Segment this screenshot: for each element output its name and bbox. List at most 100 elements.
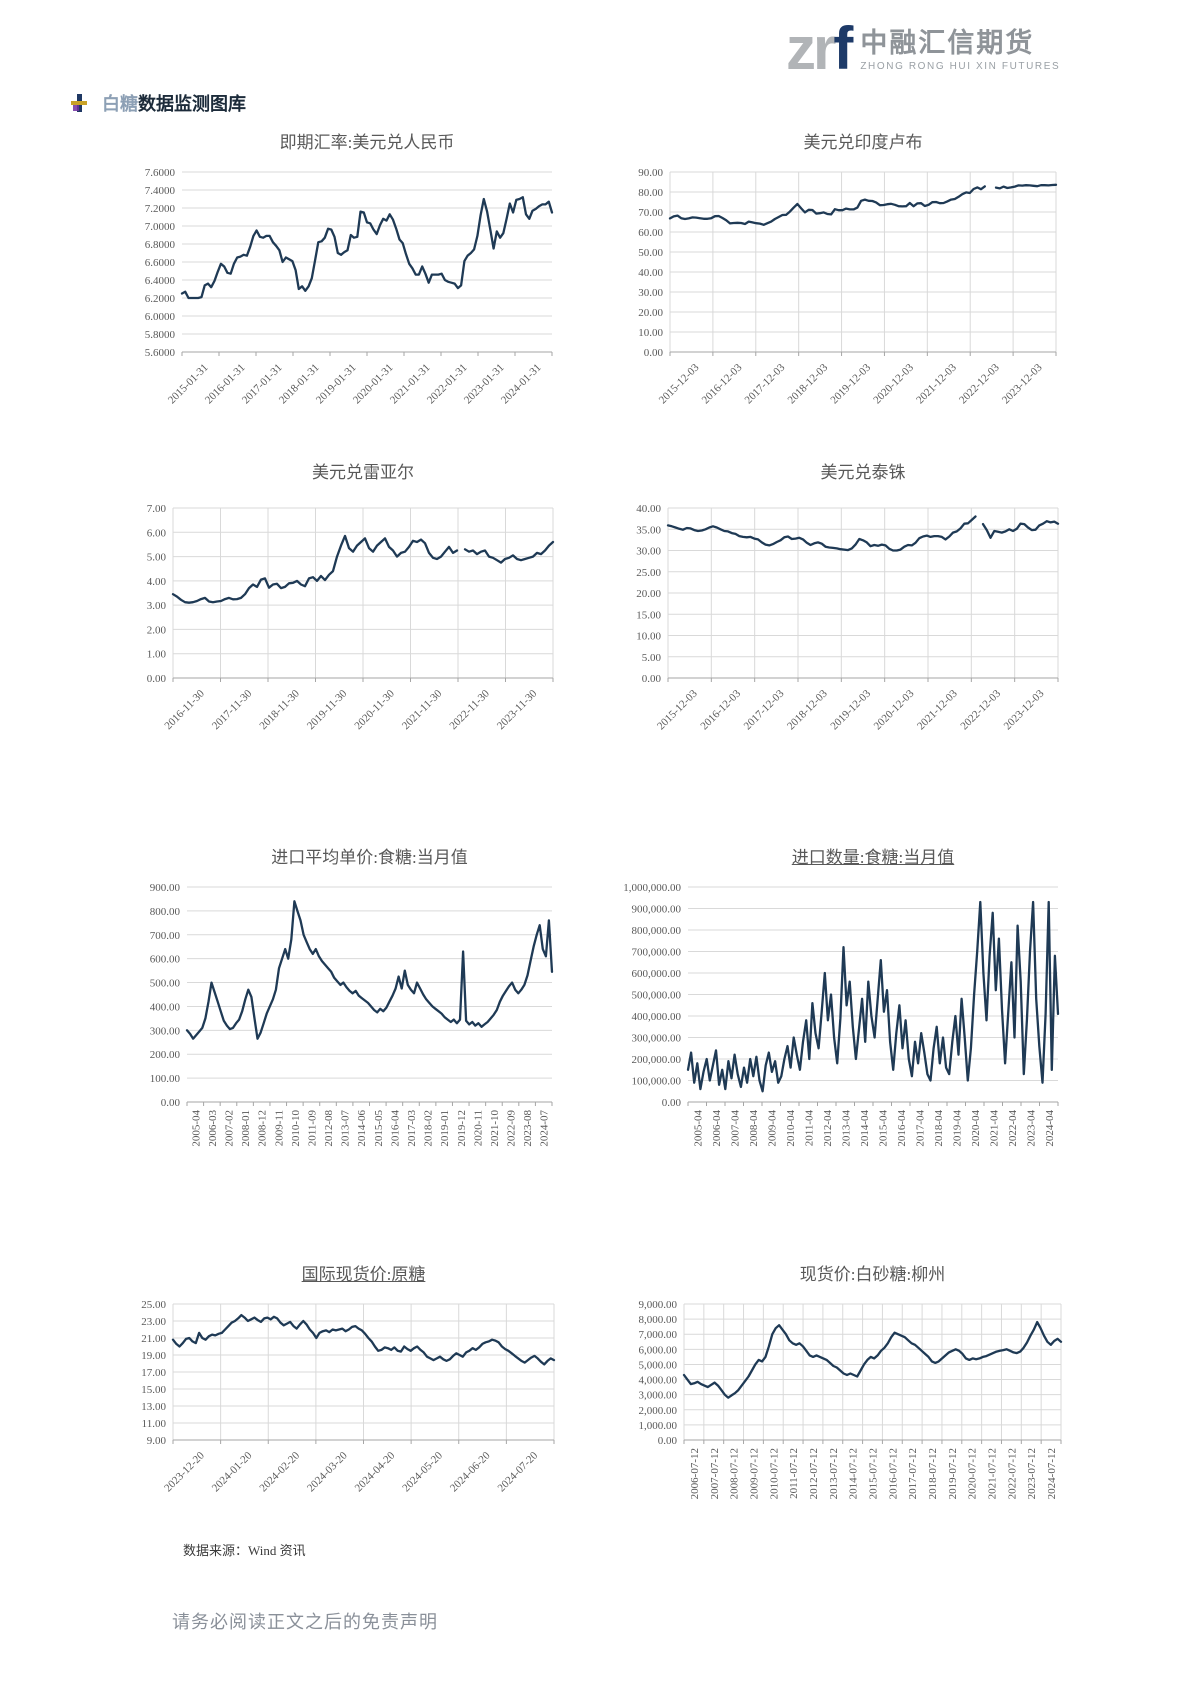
- svg-text:2020-12-03: 2020-12-03: [872, 687, 917, 732]
- svg-text:2024-04-20: 2024-04-20: [353, 1449, 398, 1494]
- chart-canvas: 9.00 11.00 13.00 15.00 17.00 19.00 21.00 23.00 2…: [141, 1299, 556, 1494]
- svg-text:2017-07-12: 2017-07-12: [907, 1448, 919, 1499]
- logo-f-text: f: [833, 15, 853, 82]
- svg-text:2016-07-12: 2016-07-12: [887, 1448, 899, 1499]
- svg-text:400,000.00: 400,000.00: [632, 1011, 682, 1023]
- svg-text:900,000.00: 900,000.00: [632, 904, 682, 916]
- svg-text:4.00: 4.00: [147, 576, 167, 588]
- svg-text:3,000.00: 3,000.00: [639, 1390, 678, 1402]
- svg-text:2005-04: 2005-04: [190, 1110, 202, 1147]
- svg-text:700,000.00: 700,000.00: [632, 947, 682, 959]
- svg-text:40.00: 40.00: [636, 503, 661, 515]
- svg-text:90.00: 90.00: [638, 167, 663, 179]
- svg-text:2023-08: 2023-08: [522, 1110, 534, 1147]
- svg-text:7.6000: 7.6000: [145, 167, 176, 179]
- svg-text:6.00: 6.00: [147, 527, 167, 539]
- svg-text:1.00: 1.00: [147, 649, 167, 661]
- brand-block: 中融汇信期货 ZHONG RONG HUI XIN FUTURES: [860, 20, 1060, 72]
- chart-canvas: 5.6000 5.8000 6.0000 6.2000 6.4000 6.6000 6.80…: [145, 167, 554, 406]
- chart-plot: 0.00 1.00 2.00 3.00 4.00 5.00 6.00 7.00 2016-11-…: [115, 492, 560, 754]
- svg-text:2024-07-12: 2024-07-12: [1046, 1448, 1058, 1499]
- svg-text:40.00: 40.00: [638, 267, 663, 279]
- svg-text:2005-04: 2005-04: [692, 1110, 704, 1147]
- svg-text:0.00: 0.00: [658, 1435, 678, 1447]
- chart-plot: 0.00 100,000.00 200,000.00 300,000.00 400,00…: [588, 877, 1068, 1164]
- zrf-logo: zrf 中融汇信期货 ZHONG RONG HUI XIN FUTURES: [786, 19, 1060, 79]
- svg-text:2010-04: 2010-04: [785, 1110, 797, 1147]
- svg-text:70.00: 70.00: [638, 207, 663, 219]
- svg-text:2017-12-03: 2017-12-03: [743, 361, 788, 406]
- svg-text:30.00: 30.00: [636, 546, 661, 558]
- svg-text:2020-11-30: 2020-11-30: [352, 687, 397, 732]
- svg-text:2012-07-12: 2012-07-12: [808, 1448, 820, 1499]
- svg-text:23.00: 23.00: [141, 1316, 166, 1328]
- chart-import-avg-price: 进口平均单价:食糖:当月值 0.00 100.00 200.00 300.00 400.…: [115, 845, 560, 1164]
- svg-text:6,000.00: 6,000.00: [639, 1344, 678, 1356]
- svg-text:2016-12-03: 2016-12-03: [700, 361, 745, 406]
- chart-liuzhou-spot: 现货价:白砂糖:柳州 0.00 1,000.00 2,000.00 3,000.00 4…: [612, 1262, 1067, 1532]
- svg-text:15.00: 15.00: [141, 1384, 166, 1396]
- svg-text:50.00: 50.00: [638, 247, 663, 259]
- svg-text:15.00: 15.00: [636, 609, 661, 621]
- svg-text:30.00: 30.00: [638, 287, 663, 299]
- svg-text:2021-04: 2021-04: [988, 1110, 1000, 1147]
- svg-text:9.00: 9.00: [147, 1435, 167, 1447]
- chart-canvas: 0.00 1,000.00 2,000.00 3,000.00 4,000.00 5,00…: [639, 1299, 1063, 1499]
- svg-text:2017-03: 2017-03: [406, 1110, 418, 1147]
- chart-usd-thb: 美元兑泰铢 0.00 5.00 10.00 15.00 20.00 25.00 30.00 3…: [616, 460, 1066, 754]
- svg-text:2010-10: 2010-10: [290, 1110, 302, 1147]
- svg-text:2008-04: 2008-04: [748, 1110, 760, 1147]
- svg-text:800,000.00: 800,000.00: [632, 925, 682, 937]
- svg-text:2020-04: 2020-04: [970, 1110, 982, 1147]
- svg-text:2016-04: 2016-04: [389, 1110, 401, 1147]
- svg-text:100,000.00: 100,000.00: [632, 1076, 682, 1088]
- svg-text:2018-07-12: 2018-07-12: [927, 1448, 939, 1499]
- svg-text:60.00: 60.00: [638, 227, 663, 239]
- svg-text:2014-06: 2014-06: [356, 1110, 368, 1147]
- section-title-rest: 数据监测图库: [138, 94, 246, 114]
- chart-title: 美元兑雷亚尔: [312, 463, 414, 482]
- svg-text:0.00: 0.00: [161, 1097, 181, 1109]
- chart-usd-inr: 美元兑印度卢布 0.00 10.00 20.00 30.00 40.00 50.00 60.…: [616, 130, 1066, 430]
- svg-text:2016-04: 2016-04: [896, 1110, 908, 1147]
- svg-text:2019-01: 2019-01: [439, 1110, 451, 1147]
- svg-text:21.00: 21.00: [141, 1333, 166, 1345]
- svg-text:2018-02: 2018-02: [423, 1110, 435, 1147]
- chart-intl-raw-sugar: 国际现货价:原糖 9.00 11.00 13.00 15.00 17.00 19.00 21…: [115, 1262, 560, 1520]
- svg-text:25.00: 25.00: [141, 1299, 166, 1311]
- svg-text:2015-12-03: 2015-12-03: [657, 361, 702, 406]
- svg-text:2007-04: 2007-04: [729, 1110, 741, 1147]
- svg-text:1,000.00: 1,000.00: [639, 1420, 678, 1432]
- svg-text:2013-07: 2013-07: [340, 1110, 352, 1147]
- brand-name-en: ZHONG RONG HUI XIN FUTURES: [860, 61, 1061, 72]
- svg-text:2022-12-03: 2022-12-03: [957, 361, 1002, 406]
- chart-title: 现货价:白砂糖:柳州: [799, 1265, 946, 1284]
- svg-text:2022-04: 2022-04: [1007, 1110, 1019, 1147]
- svg-text:2016-12-03: 2016-12-03: [698, 687, 743, 732]
- svg-text:2019-12-03: 2019-12-03: [828, 687, 873, 732]
- svg-text:2015-04: 2015-04: [877, 1110, 889, 1147]
- svg-text:10.00: 10.00: [636, 631, 661, 643]
- chart-usd-cny: 即期汇率:美元兑人民币 5.6000 5.8000 6.0000 6.2000 6.40…: [115, 130, 563, 430]
- svg-text:2008-01: 2008-01: [240, 1110, 252, 1147]
- svg-text:2018-04: 2018-04: [933, 1110, 945, 1147]
- svg-text:2024-04: 2024-04: [1044, 1110, 1056, 1147]
- svg-text:2020-11: 2020-11: [472, 1110, 484, 1146]
- svg-text:9,000.00: 9,000.00: [639, 1299, 678, 1311]
- svg-text:2012-04: 2012-04: [822, 1110, 834, 1147]
- svg-text:2012-08: 2012-08: [323, 1110, 335, 1147]
- section-title-highlight: 白糖: [102, 94, 138, 114]
- svg-text:2019-12-03: 2019-12-03: [828, 361, 873, 406]
- svg-text:11.00: 11.00: [142, 1418, 167, 1430]
- svg-text:2016-11-30: 2016-11-30: [162, 687, 207, 732]
- svg-text:2019-12: 2019-12: [456, 1110, 468, 1147]
- svg-text:7.2000: 7.2000: [145, 203, 176, 215]
- chart-title: 即期汇率:美元兑人民币: [279, 133, 455, 152]
- svg-text:2013-04: 2013-04: [840, 1110, 852, 1147]
- svg-text:2019-07-12: 2019-07-12: [947, 1448, 959, 1499]
- svg-text:2022-11-30: 2022-11-30: [447, 687, 492, 732]
- svg-text:2019-11-30: 2019-11-30: [305, 687, 350, 732]
- svg-text:2023-12-20: 2023-12-20: [162, 1449, 207, 1494]
- svg-text:2017-12-03: 2017-12-03: [742, 687, 787, 732]
